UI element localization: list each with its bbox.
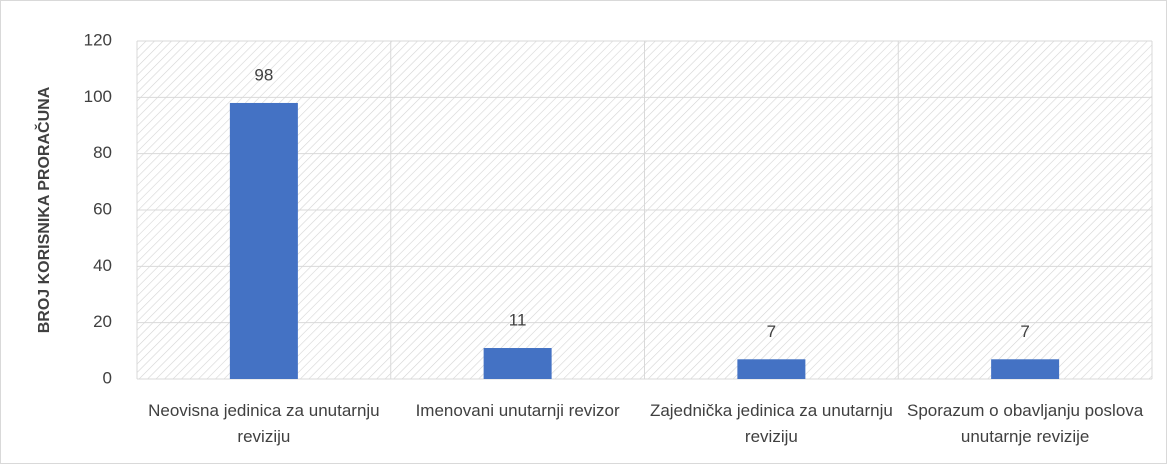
- y-tick-label: 120: [84, 30, 112, 49]
- value-label: 98: [254, 65, 273, 84]
- y-tick-label: 60: [93, 199, 112, 218]
- value-label: 11: [509, 311, 527, 330]
- value-label: 7: [767, 322, 776, 341]
- x-tick-label: Sporazum o obavljanju poslova unutarnje …: [906, 401, 1144, 446]
- x-tick-label: Imenovani unutarnji revizor: [415, 401, 620, 420]
- x-tick-label: Neovisna jedinica za unutarnju reviziju: [148, 401, 380, 446]
- y-tick-label: 40: [93, 256, 112, 275]
- value-label: 7: [1020, 322, 1029, 341]
- y-tick-label: 20: [93, 312, 112, 331]
- bar: [483, 348, 552, 379]
- y-axis-label: BROJ KORISNIKA PRORAČUNA: [34, 86, 53, 333]
- x-tick-label: Zajednička jedinica za unutarnju revizij…: [649, 401, 893, 446]
- bar: [737, 359, 806, 379]
- y-tick-label: 100: [84, 87, 112, 106]
- bar: [229, 102, 298, 379]
- y-tick-label: 80: [93, 143, 112, 162]
- y-tick-label: 0: [103, 368, 112, 387]
- bar: [991, 359, 1060, 379]
